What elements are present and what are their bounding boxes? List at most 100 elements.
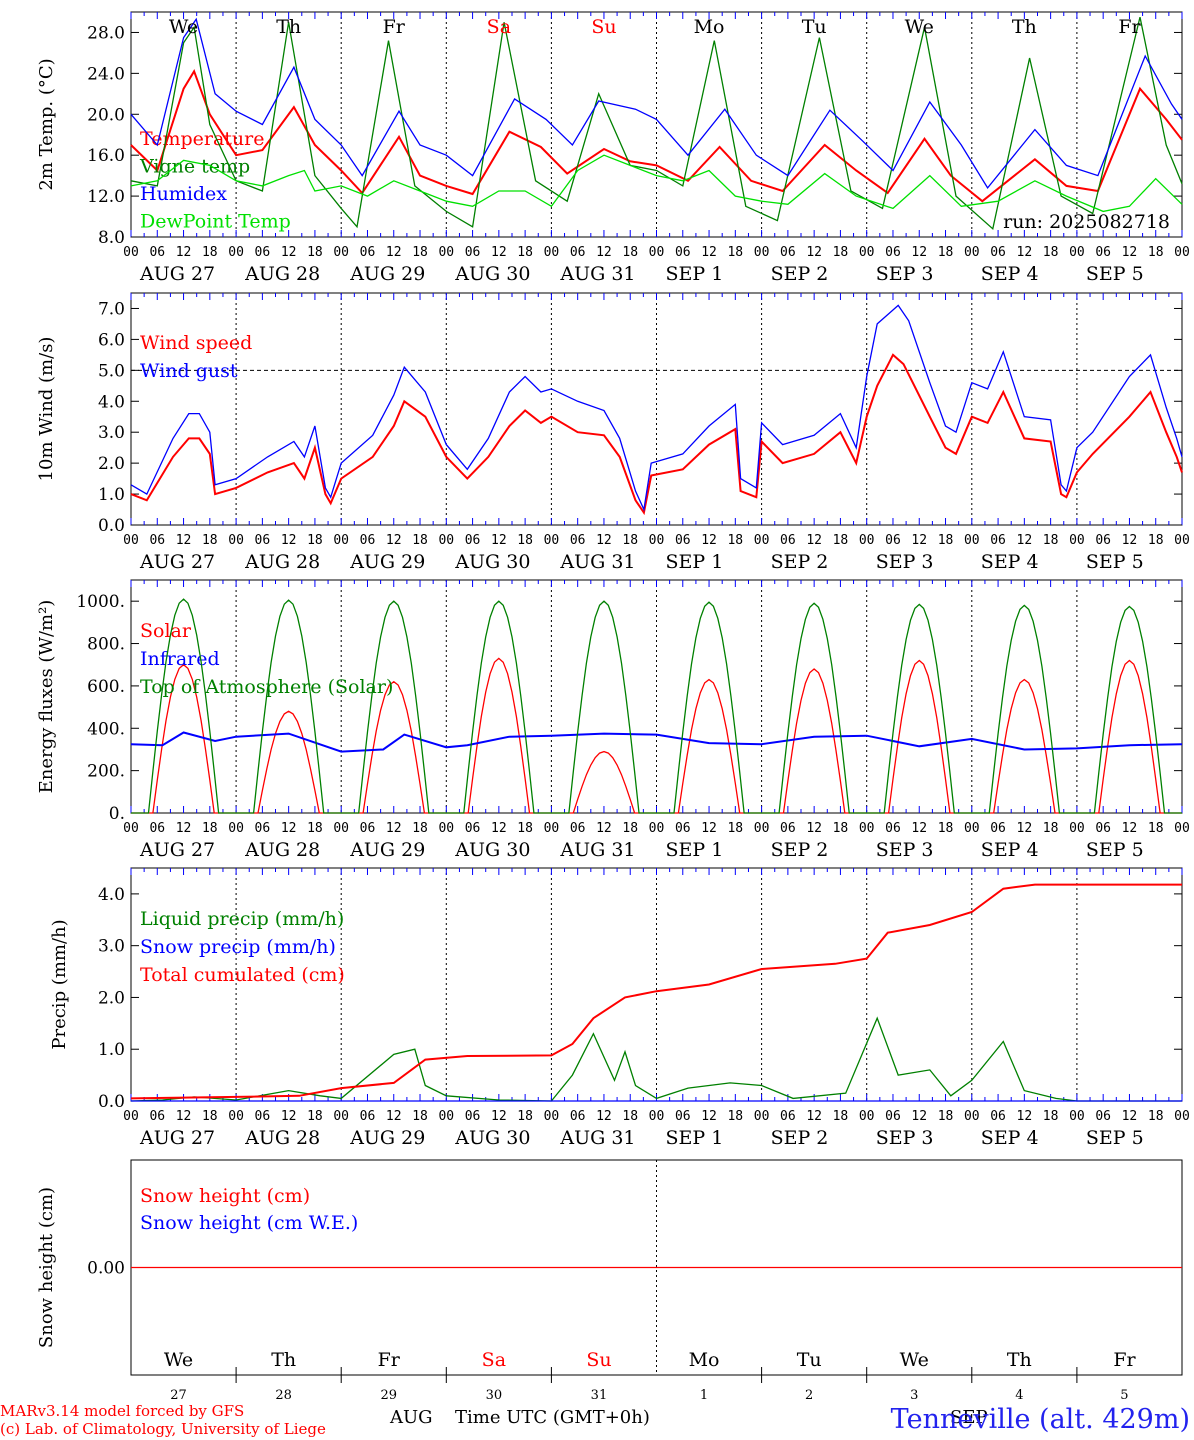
y-tick-label: 2.0 [98,454,125,474]
hour-label: 18 [622,1109,638,1124]
hour-label: 12 [701,245,717,260]
hour-label: 00 [754,245,770,260]
hour-label: 06 [570,533,586,548]
date-label: SEP 5 [1086,839,1144,861]
hour-label: 12 [386,245,402,260]
hour-label: 00 [859,533,875,548]
hour-label: 12 [911,245,927,260]
hour-label: 00 [754,1109,770,1124]
hour-label: 06 [255,533,271,548]
date-label: AUG 30 [454,263,530,285]
hour-label: 18 [202,821,218,836]
hour-label: 12 [386,821,402,836]
hour-label: 00 [228,245,244,260]
weekday-label-bottom: Fr [378,1349,401,1371]
y-tick-label: 7.0 [98,299,125,319]
hour-label: 06 [465,821,481,836]
panel-3: 0. 200. 400. 600. 800. 1000. Energy fluxes (W/… [36,579,1190,861]
hour-label: 00 [1174,245,1190,260]
weekday-label-bottom: Th [271,1349,296,1371]
hour-label: 00 [228,533,244,548]
hour-label: 18 [938,533,954,548]
hour-label: 06 [149,821,165,836]
hour-label: 06 [255,245,271,260]
hour-label: 12 [1017,1109,1033,1124]
hour-label: 18 [833,245,849,260]
hour-label: 00 [228,1109,244,1124]
hour-label: 00 [123,245,139,260]
hour-label: 06 [360,1109,376,1124]
y-tick-label: 0.0 [98,516,125,536]
legend-entry: Vigne temp [139,156,250,178]
hour-label: 18 [307,533,323,548]
hour-label: 18 [307,1109,323,1124]
hour-label: 18 [727,821,743,836]
hour-label: 12 [176,245,192,260]
hour-label: 00 [964,533,980,548]
date-label: AUG 30 [454,551,530,573]
weekday-label-bottom: We [164,1349,193,1371]
legend-entry: Solar [140,620,192,642]
series-line-2 [130,883,1182,1100]
weekday-label-bottom: Tu [797,1349,822,1371]
panel-1: 8.0 12.0 16.0 20.0 24.0 28.0 2m Temp. (°C) 00 06… [36,11,1190,285]
date-label: SEP 1 [666,839,724,861]
series-line-1 [130,16,1183,231]
y-tick-label: 8.0 [98,228,125,248]
weekday-label-top: We [905,16,934,38]
hour-label: 18 [412,821,428,836]
hour-label: 12 [1017,533,1033,548]
hour-label: 00 [1174,821,1190,836]
hour-label: 00 [859,245,875,260]
day-number-label: 31 [591,1388,608,1403]
hour-label: 06 [675,245,691,260]
day-number-label: 27 [170,1388,187,1403]
hour-label: 18 [727,1109,743,1124]
weekday-label-bottom: Fr [1113,1349,1136,1371]
y-tick-label: 1.0 [98,1040,125,1060]
hour-label: 06 [570,245,586,260]
hour-label: 12 [806,533,822,548]
date-label: AUG 29 [349,839,425,861]
hour-label: 00 [333,245,349,260]
hour-label: 18 [412,1109,428,1124]
y-tick-label: 0. [109,804,125,824]
hour-label: 18 [938,245,954,260]
hour-label: 06 [360,533,376,548]
hour-label: 12 [701,1109,717,1124]
date-label: AUG 29 [349,263,425,285]
hour-label: 00 [438,245,454,260]
hour-label: 06 [360,821,376,836]
hour-label: 06 [1095,245,1111,260]
hour-label: 12 [176,1109,192,1124]
y-tick-label: 3.0 [98,937,125,957]
weekday-label-top: Fr [1118,16,1141,38]
hour-label: 18 [1043,1109,1059,1124]
hour-label: 00 [1174,1109,1190,1124]
day-number-label: 1 [700,1388,708,1403]
hour-label: 06 [1095,821,1111,836]
hour-label: 00 [649,245,665,260]
hour-label: 06 [885,533,901,548]
y-tick-label: 400. [87,719,125,739]
hour-label: 12 [596,245,612,260]
y-tick-label: 200. [87,762,125,782]
hour-label: 00 [123,1109,139,1124]
hour-label: 06 [990,533,1006,548]
day-number-label: 3 [910,1388,918,1403]
hour-label: 00 [1069,1109,1085,1124]
day-number-label: 5 [1120,1388,1128,1403]
y-tick-label: 6.0 [98,330,125,350]
hour-label: 12 [386,1109,402,1124]
day-number-label: 29 [380,1388,397,1403]
day-number-label: 30 [486,1388,503,1403]
hour-label: 18 [202,533,218,548]
hour-label: 00 [544,821,560,836]
hour-label: 00 [964,245,980,260]
hour-label: 18 [412,533,428,548]
hour-label: 12 [701,821,717,836]
date-label: SEP 1 [666,551,724,573]
date-label: SEP 4 [981,551,1039,573]
hour-label: 18 [727,245,743,260]
hour-label: 06 [675,1109,691,1124]
